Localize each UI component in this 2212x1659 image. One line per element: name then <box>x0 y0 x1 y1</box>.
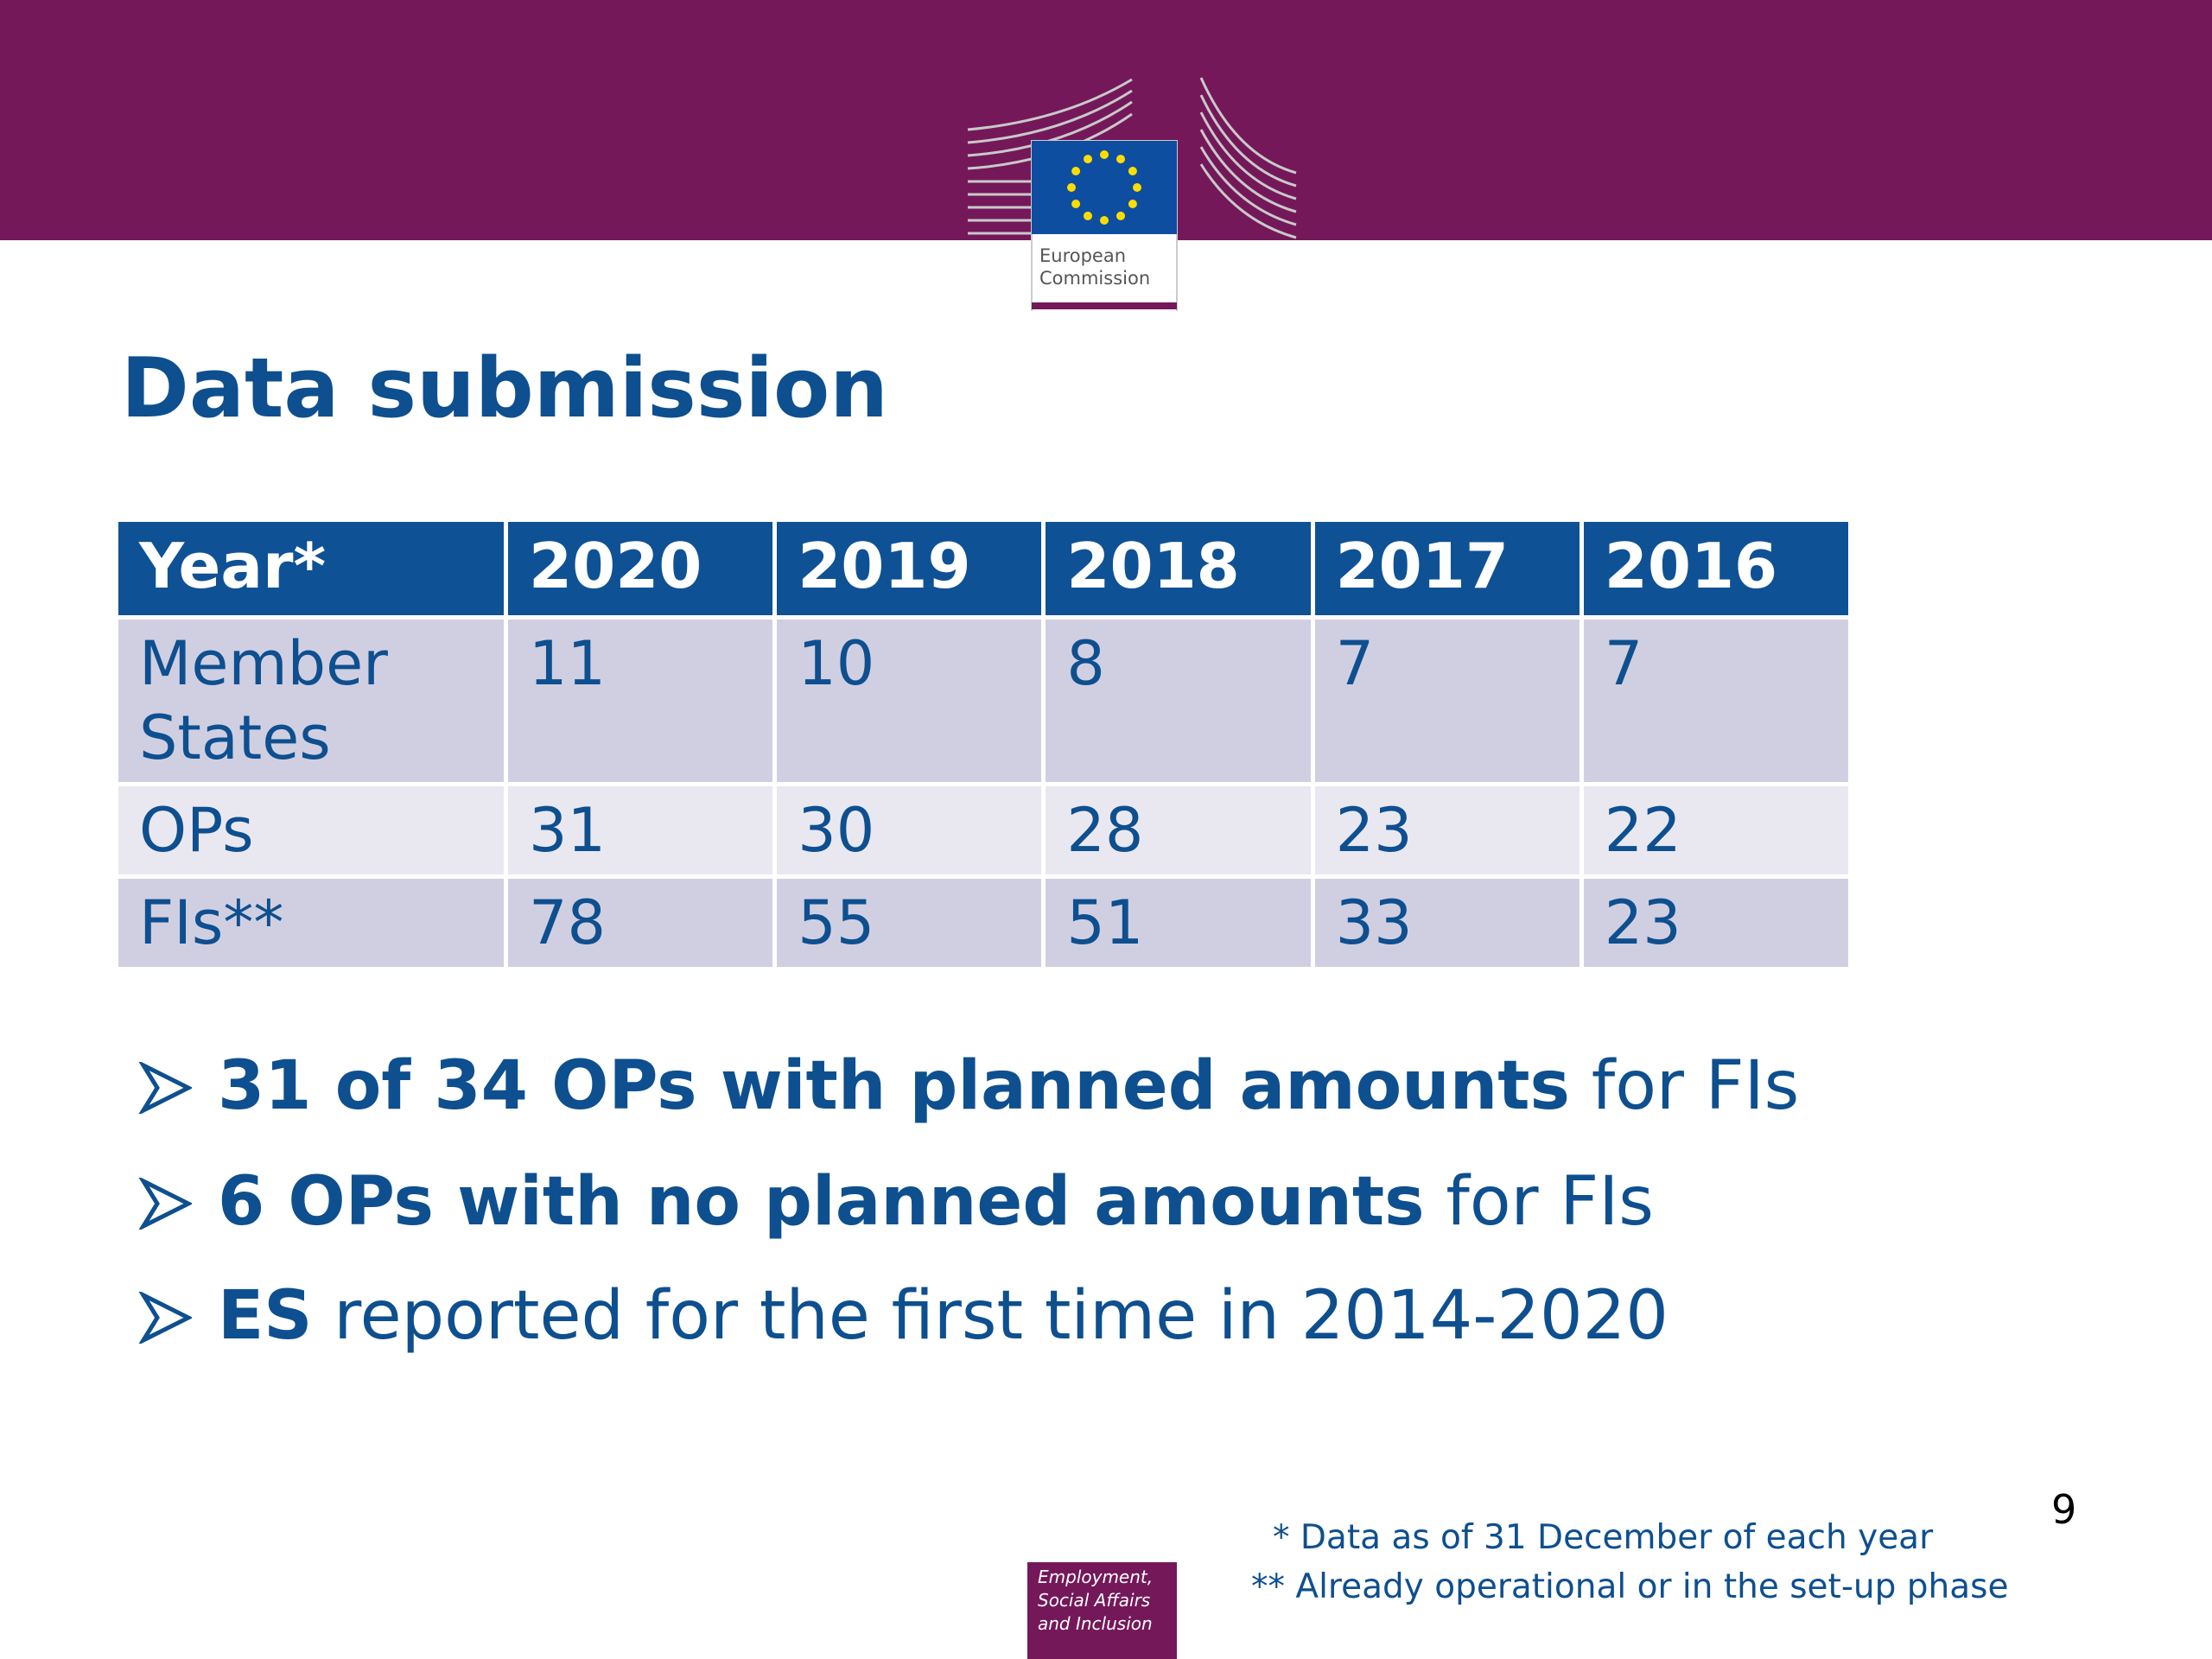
star <box>1100 150 1109 159</box>
table-cell: 78 <box>503 874 778 971</box>
table-cell: 28 <box>1041 782 1315 879</box>
star <box>1084 211 1092 220</box>
star <box>1116 155 1125 164</box>
logo-line: European <box>1039 245 1127 266</box>
footnote: ** Already operational or in the set-up … <box>1251 1567 2009 1606</box>
table-row: OPs 31 30 28 23 22 <box>114 782 1853 879</box>
star <box>1128 167 1137 175</box>
bullet-arrow <box>137 1277 218 1355</box>
table-cell: FIs** <box>114 874 508 971</box>
ec-logo <box>967 77 1297 311</box>
table-cell: 23 <box>1579 874 1853 971</box>
page-number: 9 <box>2051 1486 2077 1533</box>
table-cell: 23 <box>1310 782 1584 879</box>
star <box>1071 167 1081 175</box>
header-cell: 2019 <box>772 518 1046 620</box>
table-cell: 30 <box>772 782 1046 879</box>
header-cell: 2017 <box>1310 518 1584 620</box>
header-cell: Year* <box>114 518 508 620</box>
logo-line: Social Affairs <box>1038 1590 1151 1611</box>
bullet: 31 of 34 OPs with planned amounts for FI… <box>137 1047 1800 1125</box>
table-row: FIs** 78 55 51 33 23 <box>114 874 1853 971</box>
slide-title: Data submission <box>121 341 888 436</box>
bullet-text: reported for the first time in 2014-2020 <box>312 1277 1669 1355</box>
star <box>1116 211 1125 220</box>
table-cell: 10 <box>772 615 1046 786</box>
dg-logo: Employment, Social Affairs and Inclusion <box>1027 1562 1177 1659</box>
table-cell: OPs <box>114 782 508 879</box>
header-row: Year* 2020 2019 2018 2017 2016 <box>114 518 1853 620</box>
star <box>1133 183 1141 192</box>
star <box>1084 155 1092 164</box>
header-cell: 2018 <box>1041 518 1315 620</box>
bullet: 6 OPs with no planned amounts for FIs <box>137 1163 1654 1241</box>
bullet-bold: ES <box>218 1277 313 1355</box>
table-cell: 11 <box>503 615 778 786</box>
table-cell: 7 <box>1579 615 1853 786</box>
star <box>1100 216 1109 225</box>
logo-line: Commission <box>1039 268 1151 289</box>
table-cell: 31 <box>503 782 778 879</box>
header-cell: 2020 <box>503 518 778 620</box>
table-cell: 51 <box>1041 874 1315 971</box>
ec-logo-text: European Commission <box>1039 245 1150 289</box>
bullet: ES reported for the first time in 2014-2… <box>137 1277 1669 1355</box>
table-cell: 22 <box>1579 782 1853 879</box>
logo-line: Employment, <box>1038 1567 1154 1587</box>
table-cell: Member States <box>114 615 508 786</box>
star <box>1067 183 1076 192</box>
data-table: Year* 2020 2019 2018 2017 2016 Member States 11… <box>114 518 1853 971</box>
star <box>1071 200 1081 208</box>
table-cell: 33 <box>1310 874 1584 971</box>
table-cell: 55 <box>772 874 1046 971</box>
bullet-bold: 6 OPs with no planned amounts <box>218 1163 1425 1241</box>
bullet-arrow <box>137 1163 218 1241</box>
bullet-text: for FIs <box>1424 1163 1654 1241</box>
bullet-bold: 31 of 34 OPs with planned amounts <box>218 1047 1570 1125</box>
logo-line: and Inclusion <box>1038 1613 1153 1634</box>
footnote: * Data as of 31 December of each year <box>1273 1518 1934 1557</box>
bullet-text: for FIs <box>1569 1047 1800 1125</box>
star <box>1128 200 1137 208</box>
table-cell: 7 <box>1310 615 1584 786</box>
bullet-arrow <box>137 1047 218 1125</box>
header-cell: 2016 <box>1579 518 1853 620</box>
table-row: Member States 11 10 8 7 7 <box>114 615 1853 786</box>
table-cell: 8 <box>1041 615 1315 786</box>
